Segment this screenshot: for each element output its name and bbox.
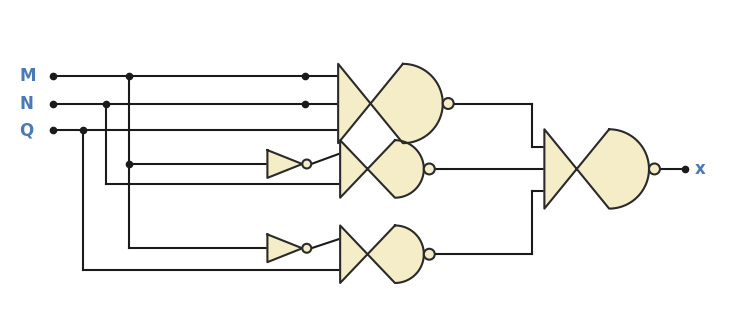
Polygon shape	[338, 64, 443, 143]
Circle shape	[302, 160, 311, 168]
Polygon shape	[544, 129, 649, 209]
Text: N: N	[20, 95, 33, 112]
Text: M: M	[20, 67, 36, 85]
Circle shape	[424, 164, 434, 174]
Text: x: x	[695, 160, 706, 178]
Text: Q: Q	[20, 121, 34, 139]
Polygon shape	[340, 226, 424, 283]
Circle shape	[302, 244, 311, 253]
Polygon shape	[340, 140, 424, 198]
Polygon shape	[267, 150, 302, 178]
Polygon shape	[267, 234, 302, 262]
Circle shape	[649, 164, 660, 174]
Circle shape	[443, 98, 454, 109]
Circle shape	[424, 249, 434, 260]
